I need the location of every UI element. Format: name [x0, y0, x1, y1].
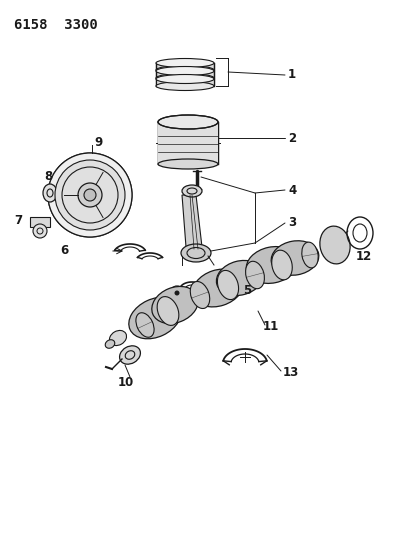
Ellipse shape	[181, 244, 211, 262]
Ellipse shape	[156, 82, 214, 91]
Polygon shape	[182, 195, 202, 259]
Ellipse shape	[152, 286, 198, 324]
Text: 7: 7	[14, 214, 22, 228]
Circle shape	[55, 160, 125, 230]
Circle shape	[84, 189, 96, 201]
Text: 1: 1	[288, 69, 296, 82]
Bar	[158, 122, 218, 164]
Bar	[156, 71, 214, 78]
Ellipse shape	[272, 250, 292, 280]
Bar	[30, 217, 50, 227]
Text: 13: 13	[283, 367, 299, 379]
Ellipse shape	[216, 261, 264, 296]
Ellipse shape	[120, 346, 140, 364]
Circle shape	[33, 224, 47, 238]
Circle shape	[48, 153, 132, 237]
Ellipse shape	[182, 185, 202, 197]
Ellipse shape	[320, 226, 350, 264]
Text: 4: 4	[288, 183, 296, 197]
Ellipse shape	[136, 313, 154, 337]
Ellipse shape	[105, 340, 115, 348]
Ellipse shape	[246, 247, 298, 284]
Ellipse shape	[109, 330, 126, 345]
Ellipse shape	[43, 184, 57, 202]
Circle shape	[62, 167, 118, 223]
Ellipse shape	[190, 281, 210, 309]
Ellipse shape	[158, 115, 218, 129]
Ellipse shape	[129, 297, 181, 339]
Bar	[156, 79, 214, 86]
Ellipse shape	[156, 66, 214, 75]
Ellipse shape	[271, 241, 319, 275]
Ellipse shape	[156, 75, 214, 84]
Ellipse shape	[193, 269, 243, 307]
Text: 10: 10	[118, 376, 134, 390]
Text: 5: 5	[243, 285, 251, 297]
Ellipse shape	[302, 242, 318, 268]
Text: 3: 3	[288, 216, 296, 230]
Bar	[156, 63, 214, 70]
Text: 9: 9	[94, 136, 102, 149]
Ellipse shape	[246, 261, 264, 289]
Ellipse shape	[156, 67, 214, 76]
Text: 11: 11	[263, 320, 279, 334]
Ellipse shape	[156, 74, 214, 83]
Text: 2: 2	[288, 132, 296, 144]
Ellipse shape	[158, 159, 218, 169]
Circle shape	[78, 183, 102, 207]
Text: 12: 12	[356, 251, 372, 263]
Circle shape	[175, 290, 180, 295]
Text: 6: 6	[60, 245, 68, 257]
Text: 8: 8	[44, 171, 52, 183]
Text: 6158  3300: 6158 3300	[14, 18, 98, 32]
Ellipse shape	[156, 59, 214, 68]
Ellipse shape	[157, 296, 179, 326]
Ellipse shape	[217, 270, 239, 300]
